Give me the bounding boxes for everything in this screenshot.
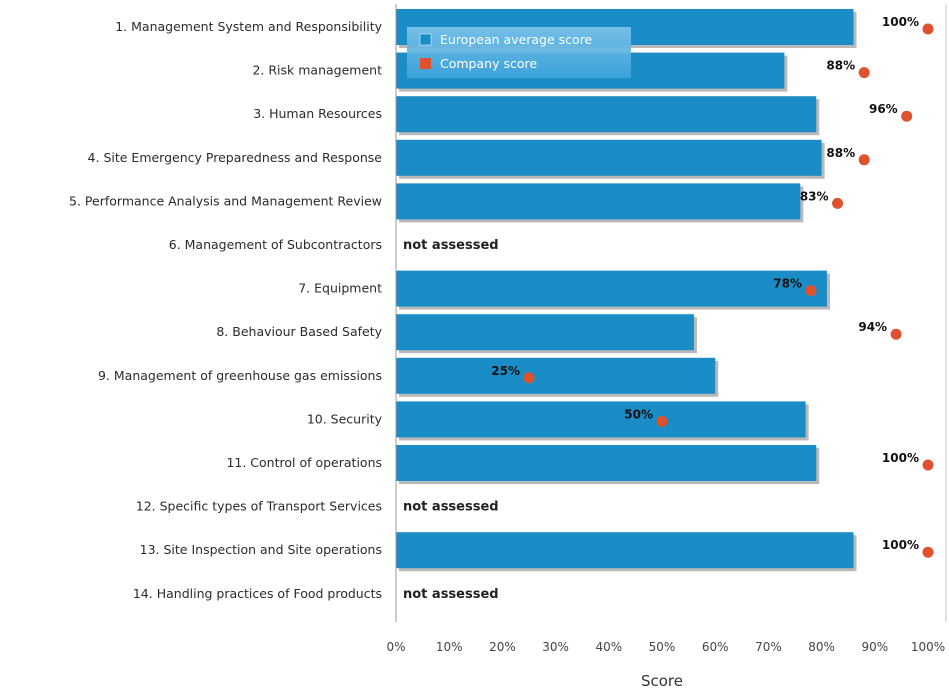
category-label: 8. Behaviour Based Safety	[216, 324, 382, 339]
legend: European average score Company score	[407, 27, 631, 78]
company-score-label: 96%	[869, 102, 898, 116]
x-tick-label: 70%	[755, 640, 782, 654]
company-score-label: 25%	[491, 364, 520, 378]
company-score-label: 94%	[858, 320, 887, 334]
legend-label-average: European average score	[440, 32, 593, 47]
company-score-markers: 100% 88% 96% 88% 83% 78% 94% 25% 50% 100% 100%	[491, 15, 934, 558]
company-score-label: 100%	[882, 15, 919, 29]
category-label: 3. Human Resources	[253, 106, 382, 121]
x-tick-label: 60%	[702, 640, 729, 654]
company-score-marker	[922, 23, 934, 35]
x-tick-label: 50%	[649, 640, 676, 654]
x-tick-label: 20%	[489, 640, 516, 654]
company-score-marker	[858, 67, 870, 79]
company-score-label: 88%	[826, 59, 855, 73]
x-tick-label: 90%	[861, 640, 888, 654]
legend-swatch-average	[419, 33, 432, 46]
company-score-marker	[901, 110, 913, 122]
category-label: 5. Performance Analysis and Management R…	[69, 193, 382, 208]
category-labels: 1. Management System and Responsibility 2…	[69, 19, 499, 602]
x-tick-label: 100%	[911, 640, 945, 654]
company-score-marker	[656, 415, 668, 427]
european-average-bar	[396, 401, 806, 438]
category-label: 12. Specific types of Transport Services	[136, 499, 382, 514]
category-label: 7. Equipment	[298, 281, 382, 296]
company-score-label: 83%	[800, 189, 829, 203]
legend-box	[407, 27, 631, 78]
european-average-bar	[396, 96, 817, 133]
company-score-label: 100%	[882, 538, 919, 552]
european-average-bar	[396, 183, 801, 220]
european-average-bar	[396, 314, 694, 351]
not-assessed-label: not assessed	[403, 587, 499, 602]
x-tick-label: 0%	[386, 640, 405, 654]
company-score-marker	[832, 197, 844, 209]
company-score-marker	[523, 372, 535, 384]
category-label: 10. Security	[307, 411, 383, 426]
company-score-label: 100%	[882, 451, 919, 465]
bars-layer	[396, 9, 857, 572]
category-label: 1. Management System and Responsibility	[115, 19, 382, 34]
company-score-label: 88%	[826, 146, 855, 160]
category-label: 2. Risk management	[252, 63, 382, 78]
european-average-bar	[396, 445, 817, 481]
x-tick-label: 30%	[542, 640, 569, 654]
x-tick-label: 40%	[595, 640, 622, 654]
european-average-bar	[396, 270, 827, 307]
not-assessed-label: not assessed	[403, 238, 499, 253]
company-score-marker	[922, 459, 934, 471]
company-score-marker	[890, 328, 902, 340]
category-label: 6. Management of Subcontractors	[169, 237, 382, 252]
category-label: 14. Handling practices of Food products	[133, 586, 382, 601]
x-tick-label: 10%	[436, 640, 463, 654]
category-label: 9. Management of greenhouse gas emission…	[98, 368, 382, 383]
european-average-bar	[396, 532, 854, 569]
category-label: 11. Control of operations	[226, 455, 382, 470]
company-score-marker	[805, 285, 817, 297]
category-label: 4. Site Emergency Preparedness and Respo…	[88, 150, 383, 165]
not-assessed-label: not assessed	[403, 500, 499, 515]
european-average-bar	[396, 357, 716, 394]
x-tick-label: 80%	[808, 640, 835, 654]
x-axis-title: Score	[641, 672, 683, 689]
x-axis: 0% 10% 20% 30% 40% 50% 60% 70% 80% 90% 100% Score	[386, 4, 947, 689]
company-score-marker	[858, 154, 870, 166]
legend-swatch-company	[420, 58, 431, 69]
category-label: 13. Site Inspection and Site operations	[140, 542, 382, 557]
legend-label-company: Company score	[440, 56, 537, 71]
company-score-label: 78%	[773, 277, 802, 291]
european-average-bar	[396, 139, 822, 176]
company-score-label: 50%	[624, 407, 653, 421]
company-score-marker	[922, 546, 934, 558]
